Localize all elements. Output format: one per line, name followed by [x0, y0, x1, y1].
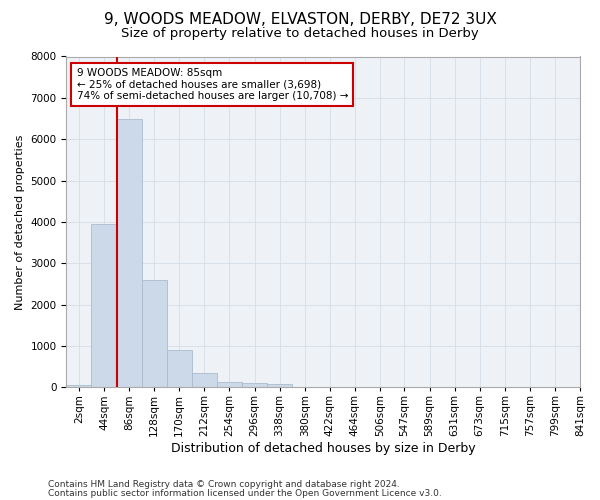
Bar [167, 350, 192, 388]
Text: 9 WOODS MEADOW: 85sqm
← 25% of detached houses are smaller (3,698)
74% of semi-d: 9 WOODS MEADOW: 85sqm ← 25% of detached … [77, 68, 348, 102]
Bar [91, 224, 116, 388]
Bar [267, 384, 292, 388]
Bar [67, 386, 91, 388]
Text: Contains public sector information licensed under the Open Government Licence v3: Contains public sector information licen… [48, 488, 442, 498]
Text: Contains HM Land Registry data © Crown copyright and database right 2024.: Contains HM Land Registry data © Crown c… [48, 480, 400, 489]
Bar [217, 382, 242, 388]
Bar [242, 383, 267, 388]
Bar [192, 373, 217, 388]
Text: 9, WOODS MEADOW, ELVASTON, DERBY, DE72 3UX: 9, WOODS MEADOW, ELVASTON, DERBY, DE72 3… [104, 12, 496, 28]
Bar [116, 118, 142, 388]
Bar [142, 280, 167, 388]
Text: Size of property relative to detached houses in Derby: Size of property relative to detached ho… [121, 28, 479, 40]
X-axis label: Distribution of detached houses by size in Derby: Distribution of detached houses by size … [171, 442, 476, 455]
Y-axis label: Number of detached properties: Number of detached properties [15, 134, 25, 310]
